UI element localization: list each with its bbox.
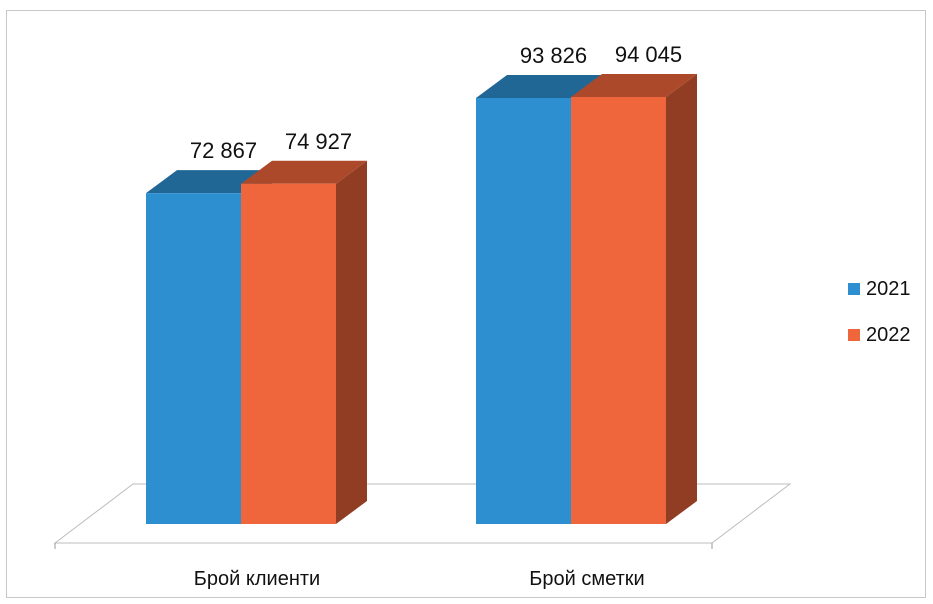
bar-side (666, 74, 697, 524)
labels-layer: 72 867 74 927 Брой клиенти 93 826 94 045 Брой… (190, 42, 682, 590)
bars-layer (146, 74, 697, 524)
bar-front (146, 193, 241, 524)
data-label: 74 927 (285, 129, 352, 154)
legend: 2021 2022 (848, 276, 911, 368)
data-label: 94 045 (615, 42, 682, 67)
bar-top (571, 74, 697, 97)
bar-front (476, 97, 571, 524)
legend-label-2022: 2022 (866, 323, 911, 346)
bar-top (146, 170, 272, 194)
bar-front (241, 183, 336, 524)
data-label: 72 867 (190, 138, 257, 163)
bar-2022-1 (571, 74, 697, 524)
x-tick-label: Брой сметки (529, 568, 644, 590)
data-label: 93 826 (520, 43, 587, 68)
bar-top (476, 74, 602, 98)
legend-item-2022: 2022 (848, 322, 911, 348)
legend-swatch-2021 (848, 283, 860, 295)
legend-swatch-2022 (848, 329, 860, 341)
legend-label-2021: 2021 (866, 277, 911, 300)
bar-front (571, 97, 666, 524)
bar-top (241, 160, 367, 184)
legend-item-2021: 2021 (848, 276, 911, 302)
x-tick-label: Брой клиенти (194, 568, 320, 590)
bar-side (336, 160, 367, 524)
bar-2022-0 (241, 160, 367, 524)
